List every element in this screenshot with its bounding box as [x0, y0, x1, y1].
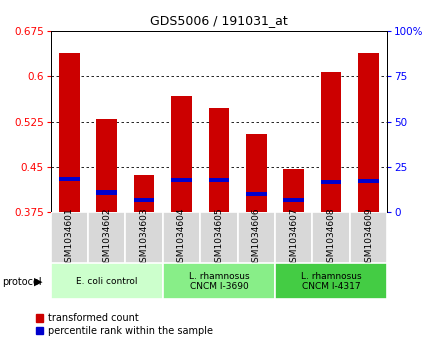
Text: GSM1034606: GSM1034606 — [252, 207, 261, 268]
Bar — [350, 212, 387, 263]
Text: GSM1034608: GSM1034608 — [326, 207, 336, 268]
Bar — [171, 96, 192, 212]
Bar — [96, 119, 117, 212]
Legend: transformed count, percentile rank within the sample: transformed count, percentile rank withi… — [36, 313, 213, 336]
Bar — [283, 169, 304, 212]
Text: protocol: protocol — [2, 277, 42, 287]
Text: L. rhamnosus
CNCM I-4317: L. rhamnosus CNCM I-4317 — [301, 272, 361, 291]
Text: GSM1034604: GSM1034604 — [177, 208, 186, 268]
Bar — [96, 190, 117, 195]
Bar — [134, 198, 154, 203]
Bar — [238, 212, 275, 263]
Bar — [59, 177, 80, 181]
Text: ▶: ▶ — [34, 277, 43, 287]
Bar — [209, 108, 229, 212]
Bar — [59, 53, 80, 212]
Bar — [358, 179, 379, 183]
Bar — [209, 178, 229, 182]
Text: GSM1034602: GSM1034602 — [102, 208, 111, 268]
Text: GSM1034609: GSM1034609 — [364, 207, 373, 268]
Bar — [283, 198, 304, 203]
Bar — [134, 175, 154, 212]
Bar — [51, 212, 88, 263]
Bar — [88, 212, 125, 263]
Bar — [51, 263, 163, 299]
Text: GSM1034601: GSM1034601 — [65, 207, 74, 268]
Bar — [163, 263, 275, 299]
Bar — [321, 72, 341, 212]
Bar — [200, 212, 238, 263]
Bar — [275, 263, 387, 299]
Text: GSM1034603: GSM1034603 — [139, 207, 149, 268]
Text: GSM1034607: GSM1034607 — [289, 207, 298, 268]
Bar — [246, 134, 267, 212]
Title: GDS5006 / 191031_at: GDS5006 / 191031_at — [150, 14, 288, 27]
Bar — [246, 192, 267, 196]
Bar — [321, 180, 341, 184]
Bar — [163, 212, 200, 263]
Bar — [125, 212, 163, 263]
Text: L. rhamnosus
CNCM I-3690: L. rhamnosus CNCM I-3690 — [189, 272, 249, 291]
Bar — [171, 178, 192, 182]
Bar — [358, 53, 379, 212]
Text: E. coli control: E. coli control — [76, 277, 137, 286]
Bar — [312, 212, 350, 263]
Bar — [275, 212, 312, 263]
Text: GSM1034605: GSM1034605 — [214, 207, 224, 268]
